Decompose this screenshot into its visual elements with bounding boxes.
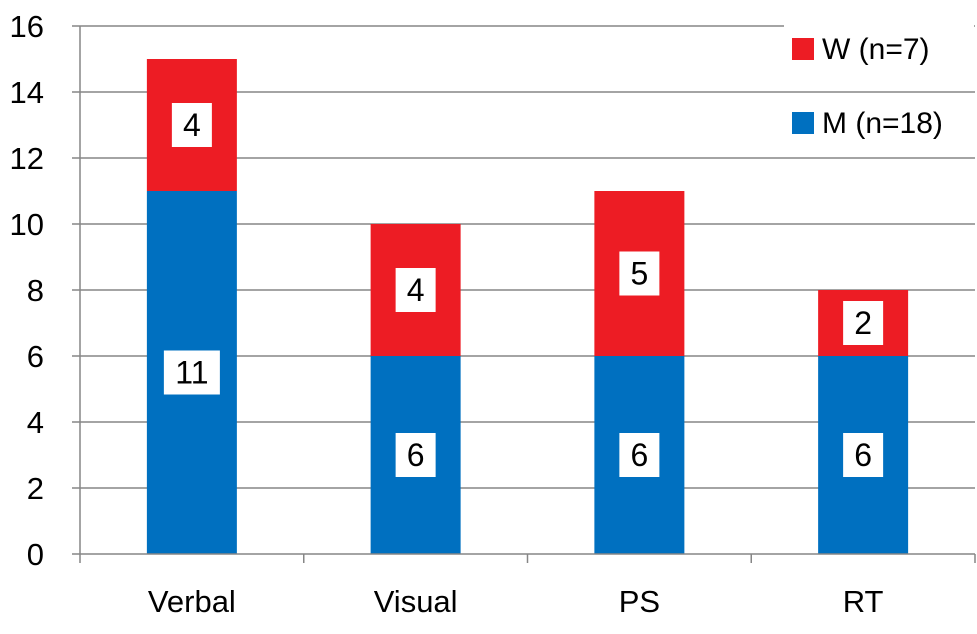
data-label: 2 (854, 305, 872, 341)
x-tick-label: RT (843, 584, 884, 619)
legend-background (784, 94, 974, 140)
data-label-box (395, 433, 436, 477)
x-tick-label: Visual (374, 584, 458, 619)
y-tick-label: 4 (27, 405, 44, 440)
data-label: 6 (630, 437, 648, 473)
data-label-box (843, 433, 884, 477)
legend-background (784, 20, 974, 66)
data-label: 6 (407, 437, 425, 473)
legend-label: W (n=7) (822, 33, 930, 66)
y-tick-label: 14 (10, 75, 44, 110)
x-tick-label: Verbal (148, 584, 236, 619)
y-tick-label: 12 (10, 141, 44, 176)
y-tick-label: 2 (27, 471, 44, 506)
y-tick-label: 10 (10, 207, 44, 242)
data-label-box (843, 301, 884, 345)
data-label-box (171, 103, 212, 147)
legend-label: M (n=18) (822, 107, 943, 140)
data-label-box (395, 268, 436, 312)
data-label: 4 (183, 107, 201, 143)
data-label-box (619, 433, 660, 477)
y-axis-ticks: 0 2 4 6 8 10 12 14 16 (10, 9, 80, 572)
data-label: 6 (854, 437, 872, 473)
y-tick-label: 6 (27, 339, 44, 374)
data-labels: 11 4 6 4 6 5 6 2 (163, 103, 884, 477)
x-axis-ticks: Verbal Visual PS RT (148, 584, 884, 619)
x-tick-label: PS (619, 584, 660, 619)
axes (79, 26, 976, 563)
legend-swatch (792, 38, 814, 60)
data-label-box (163, 350, 220, 395)
legend: W (n=7) M (n=18) (784, 20, 974, 140)
data-label: 4 (407, 272, 425, 308)
data-label: 5 (630, 256, 648, 292)
y-tick-label: 16 (10, 9, 44, 44)
data-label: 11 (175, 355, 208, 391)
legend-swatch (792, 112, 814, 134)
y-tick-label: 8 (27, 273, 44, 308)
y-tick-label: 0 (27, 537, 44, 572)
data-label-box (619, 251, 660, 296)
